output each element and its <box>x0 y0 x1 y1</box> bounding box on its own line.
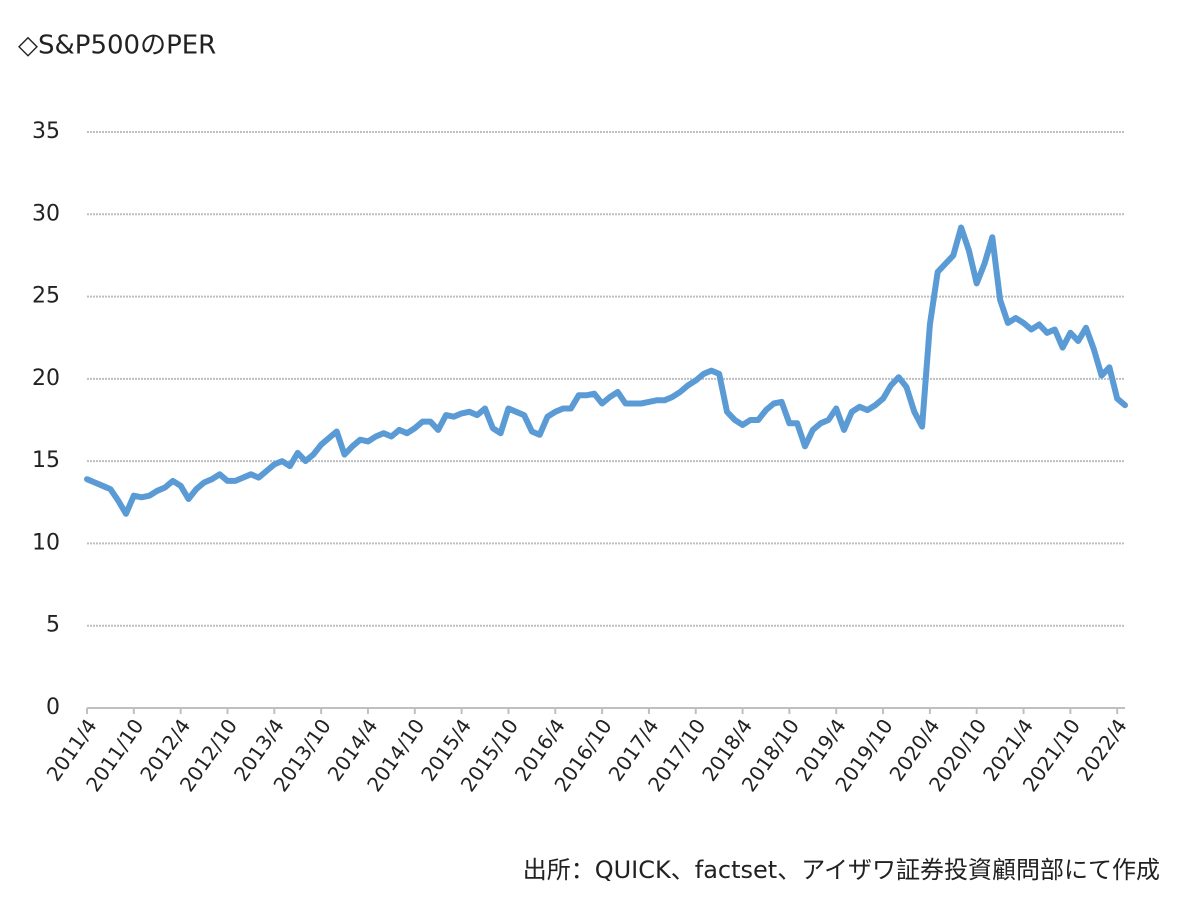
y-tick-label: 25 <box>32 284 60 309</box>
y-tick-label: 0 <box>46 695 60 720</box>
data-line <box>84 224 1128 517</box>
source-note: 出所：QUICK、factset、アイザワ証券投資顧問部にて作成 <box>523 856 1160 884</box>
y-tick-label: 10 <box>32 530 60 555</box>
y-tick-label: 5 <box>46 613 60 638</box>
y-tick-label: 15 <box>32 448 60 473</box>
x-tick-label: 2022/4 <box>1072 714 1132 785</box>
y-tick-label: 30 <box>32 201 60 226</box>
chart-title: ◇S&P500のPER <box>18 31 216 61</box>
y-tick-label: 20 <box>32 366 60 391</box>
y-tick-label: 35 <box>32 119 60 144</box>
